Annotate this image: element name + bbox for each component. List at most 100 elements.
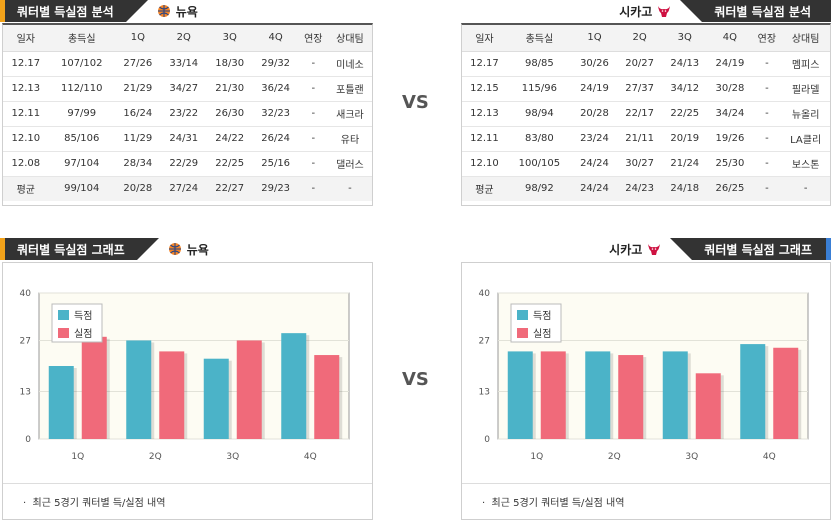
bar-allowed [540,351,566,439]
table-cell: 27/24 [160,176,207,201]
table-cell: 새크라 [327,101,372,127]
right-stats-title: 쿼터별 득실점 분석 [702,0,831,22]
table-cell: 30/27 [617,151,663,177]
table-cell: 26/30 [206,101,253,127]
table-cell: 12.11 [462,126,507,152]
vs-label-top: VS [402,92,429,113]
y-tick-label: 13 [20,388,31,398]
left-stats-table-box: 일자 총득실 1Q 2Q 3Q 4Q 연장 상대팀 12.17 107/102 27/26 33/1… [2,23,373,206]
left-graph-title: 쿼터별 득실점 그래프 [5,238,137,260]
bar-allowed [81,336,107,439]
table-cell: 98/92 [506,176,572,201]
bar-scored [281,333,307,439]
right-stats-header: 시카고 쿼터별 득실점 분석 [461,0,831,22]
bullet: · [482,498,492,509]
average-row: 평균 98/92 24/24 24/23 24/18 26/25- - [462,176,830,201]
table-cell: 11/29 [114,126,161,152]
table-cell: 29/23 [252,176,299,201]
column-header: 총득실 [48,25,115,52]
table-cell: 21/24 [662,151,708,177]
table-cell: 30/26 [571,51,618,77]
table-cell: 21/11 [617,126,663,152]
table-cell: 뉴올리 [781,101,830,127]
table-cell: 19/26 [707,126,753,152]
left-stats-table: 일자 총득실 1Q 2Q 3Q 4Q 연장 상대팀 12.17 107/102 27/26 33/1… [3,25,372,201]
table-cell: 100/105 [506,151,572,177]
legend-label: 득점 [533,310,551,322]
column-header: 일자 [3,25,49,52]
left-graph-box: 0 13 27 40 1Q 2Q 3Q 4Q 득점 실점 · 최근 5경기 쿼터별 득/실점 내역 [2,262,373,520]
bar-allowed [618,355,644,439]
table-row: 12.11 97/99 16/24 23/22 26/30 32/23- 새크라 [3,101,372,127]
table-cell: 24/19 [571,76,618,102]
table-cell: 34/27 [160,76,207,102]
table-row: 12.17 98/85 30/26 20/27 24/13 24/19- 멤피스 [462,51,830,77]
graph-divider [462,483,830,484]
left-stats-title: 쿼터별 득실점 분석 [5,0,126,22]
table-cell: 83/80 [506,126,572,152]
table-cell: 24/24 [571,176,618,201]
legend-label: 득점 [74,310,92,322]
header-accent [0,238,5,260]
table-row: 12.13 112/110 21/29 34/27 21/30 36/24- 포틀랜 [3,76,372,102]
table-cell: 24/22 [206,126,253,152]
table-cell: 12.17 [462,51,507,77]
bar-allowed [773,347,799,439]
table-cell: 댈러스 [327,151,372,177]
table-cell: 12.17 [3,51,49,77]
bullet: · [23,498,33,509]
header-corner [125,0,148,22]
header-corner [670,238,693,260]
right-graph-header: 시카고 쿼터별 득실점 그래프 [461,238,831,260]
table-cell: 36/24 [252,76,299,102]
table-cell: 20/27 [617,51,663,77]
table-cell: 12.13 [462,101,507,127]
graph-divider [3,483,372,484]
table-cell: 27/26 [114,51,161,77]
table-cell: LA클리 [781,126,830,152]
left-stats-header: 쿼터별 득실점 분석 뉴욕 [0,0,372,22]
table-cell: - [752,101,782,127]
table-cell: 97/104 [48,151,115,177]
table-cell: - [298,151,328,177]
table-cell: 112/110 [48,76,115,102]
table-cell: - [298,51,328,77]
table-cell: 28/34 [114,151,161,177]
y-tick-label: 40 [20,289,32,299]
right-graph-team-name: 시카고 [609,242,643,257]
bar-allowed [314,355,340,439]
legend-swatch [58,310,69,320]
y-tick-label: 40 [479,289,491,299]
bar-scored [740,344,766,439]
y-tick-label: 13 [479,388,490,398]
table-cell: - [752,176,782,201]
header-corner [680,0,703,22]
table-row: 12.10 100/105 24/24 30/27 21/24 25/30- 보스톤 [462,151,830,177]
table-cell: 99/104 [48,176,115,201]
right-graph-footnote: 최근 5경기 쿼터별 득/실점 내역 [491,498,625,509]
bar-scored [203,358,229,439]
column-header: 2Q [617,25,663,52]
x-tick-label: 4Q [763,452,776,462]
table-cell: 16/24 [114,101,161,127]
table-cell: - [298,76,328,102]
column-header: 일자 [462,25,507,52]
table-cell: 필라델 [781,76,830,102]
left-graph-footnote: 최근 5경기 쿼터별 득/실점 내역 [32,498,166,509]
x-tick-label: 2Q [149,452,162,462]
column-header: 1Q [114,25,161,52]
left-graph-footnote-row: · 최근 5경기 쿼터별 득/실점 내역 [23,494,165,509]
table-cell: 20/28 [114,176,161,201]
column-header: 1Q [571,25,618,52]
right-graph-box: 0 13 27 40 1Q 2Q 3Q 4Q 득점 실점 · 최근 5경기 쿼터별 득/실점 내역 [461,262,831,520]
column-header: 상대팀 [781,25,830,52]
table-cell: 12.11 [3,101,49,127]
table-row: 12.10 85/106 11/29 24/31 24/22 26/24- 유타 [3,126,372,152]
y-tick-label: 0 [25,435,31,445]
table-cell: - [298,101,328,127]
table-cell: 12.10 [3,126,49,152]
right-team-name: 시카고 [619,4,653,19]
bar-allowed [236,340,262,439]
table-cell: 12.13 [3,76,49,102]
